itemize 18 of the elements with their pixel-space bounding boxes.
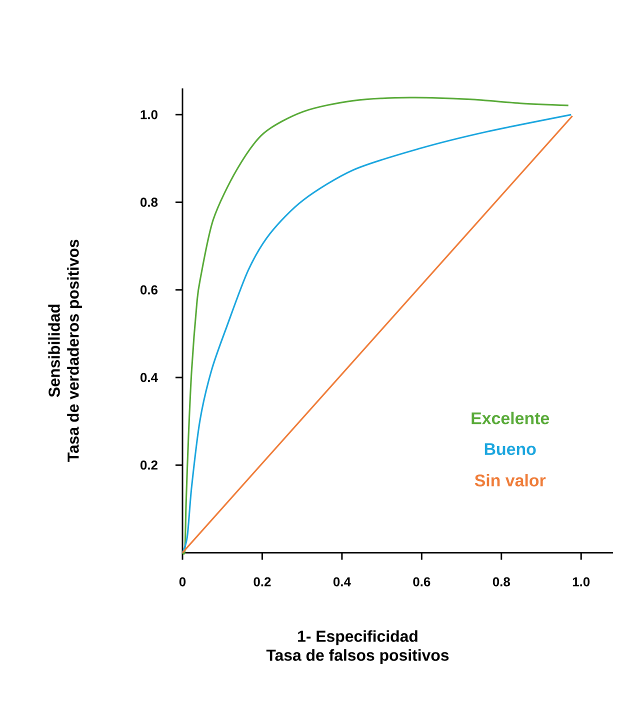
x-tick-label: 1.0 bbox=[572, 577, 590, 586]
x-tick-label: 0.4 bbox=[333, 577, 351, 586]
y-tick-label: 0.6 bbox=[140, 285, 158, 294]
x-tick-label: 0 bbox=[179, 577, 186, 586]
text: Excelente bbox=[472, 412, 550, 424]
text: Sin valor bbox=[474, 474, 546, 486]
y-tick-label: 0.8 bbox=[140, 198, 158, 207]
y-tick-label: 0.2 bbox=[140, 460, 158, 470]
x-tick-label: 0.6 bbox=[413, 577, 430, 586]
x-tick-label: 0.2 bbox=[254, 577, 271, 586]
x-tick-label: 0.8 bbox=[492, 577, 510, 586]
y-tick-label: 0.4 bbox=[140, 372, 158, 382]
y-axis-title: Tasa de verdaderos positivos bbox=[67, 240, 82, 462]
text: Sensibilidad bbox=[48, 304, 60, 398]
y-tick-label: 1.0 bbox=[140, 110, 158, 120]
text: Bueno bbox=[484, 443, 536, 456]
text: Tasa de falsos positivos bbox=[266, 649, 449, 664]
x-axis-title: 1- Especificidad bbox=[298, 630, 418, 646]
